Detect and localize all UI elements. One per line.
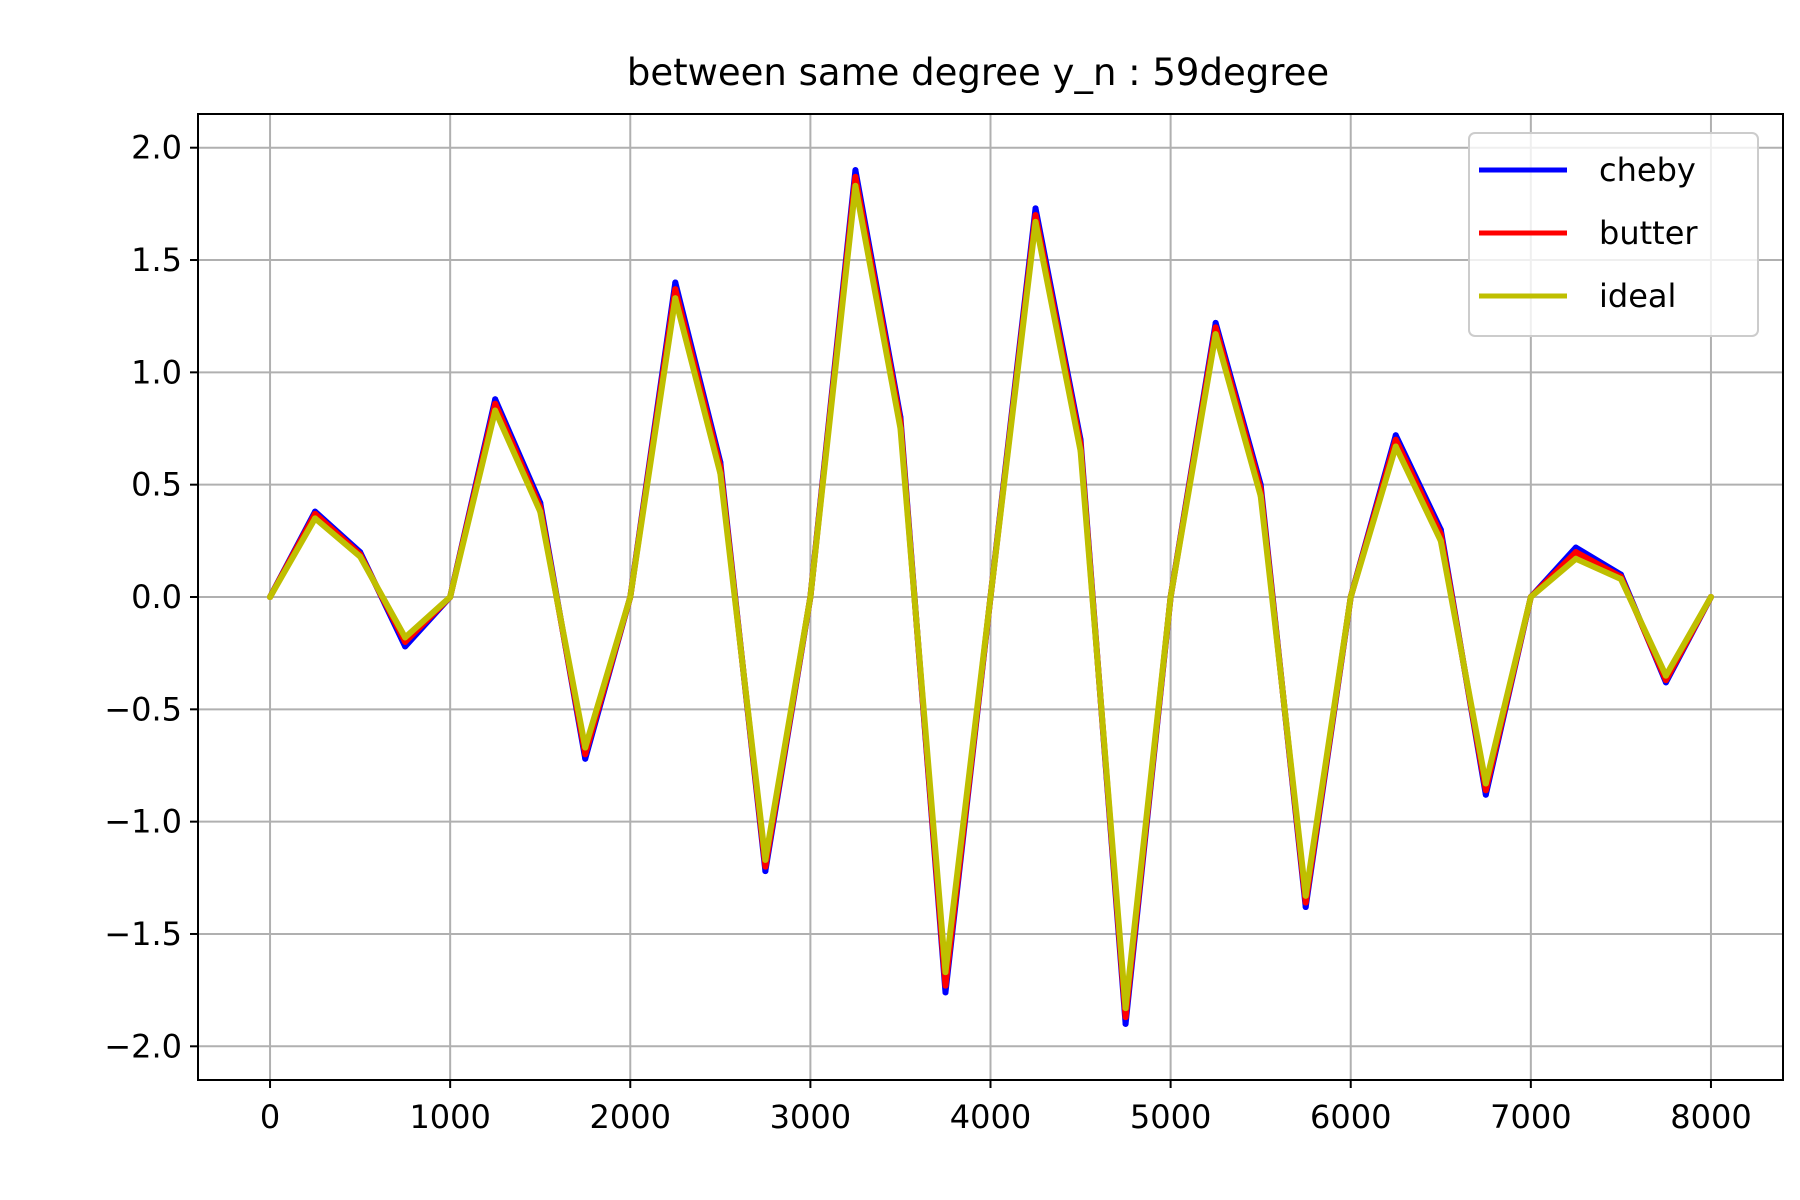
data-point-ideal [762,856,769,863]
data-point-cheby [762,868,769,875]
data-point-ideal [582,744,589,751]
data-point-cheby [492,396,499,403]
data-point-butter [942,982,949,989]
data-point-butter [1302,899,1309,906]
data-point-cheby [1032,205,1039,212]
y-tick-label: −2.0 [104,1027,182,1065]
y-axis-ticks: 2.0 1.5 1.0 0.5 0.0 −0.5 −1.0 −1.5 −2.0 [104,129,198,1065]
data-point-butter [1212,324,1219,331]
x-tick-label: 7000 [1490,1098,1571,1136]
data-point-ideal [1437,537,1444,544]
x-tick-label: 5000 [1130,1098,1211,1136]
data-point-ideal [1167,594,1174,600]
x-tick-label: 0 [260,1098,280,1136]
data-point-cheby [1302,904,1309,911]
data-point-ideal [1707,594,1714,600]
data-point-cheby [1122,1020,1129,1027]
series-lines [267,167,1714,1027]
data-point-butter [1572,549,1579,556]
y-tick-label: −1.0 [104,803,182,841]
data-point-ideal [1302,892,1309,899]
data-point-ideal [402,634,409,641]
data-point-ideal [627,594,634,600]
data-point-ideal [1527,594,1534,600]
data-point-cheby [402,643,409,650]
data-point-butter [492,400,499,407]
data-point-ideal [1482,780,1489,787]
y-tick-label: −1.5 [104,915,182,953]
legend-label-butter: butter [1599,214,1698,252]
y-tick-label: 1.5 [131,241,182,279]
data-point-ideal [1572,555,1579,562]
data-point-cheby [1392,432,1399,439]
data-point-cheby [582,755,589,762]
data-point-cheby [852,167,859,174]
data-point-ideal [312,515,319,522]
legend-box [1468,132,1759,337]
x-tick-label: 4000 [950,1098,1031,1136]
data-point-cheby [1212,319,1219,326]
x-tick-label: 1000 [409,1098,490,1136]
data-point-butter [1122,1014,1129,1021]
data-point-cheby [1482,791,1489,798]
data-point-ideal [537,508,544,515]
data-point-ideal [447,594,454,600]
data-point-butter [762,863,769,870]
data-point-cheby [672,279,679,286]
legend-label-cheby: cheby [1599,151,1696,189]
x-axis-ticks: 0 1000 2000 3000 4000 5000 6000 7000 8000 [260,1080,1752,1136]
data-point-ideal [1347,594,1354,600]
data-point-ideal [1257,492,1264,499]
legend-label-ideal: ideal [1599,277,1676,315]
data-point-butter [1032,212,1039,219]
data-point-butter [1392,436,1399,443]
data-point-ideal [717,470,724,477]
y-tick-label: −0.5 [104,690,182,728]
data-point-butter [402,638,409,645]
data-point-ideal [267,594,274,600]
y-tick-label: 1.0 [131,353,182,391]
data-point-ideal [1032,218,1039,225]
x-tick-label: 6000 [1310,1098,1391,1136]
data-point-ideal [807,594,814,600]
data-point-ideal [357,553,364,560]
data-point-butter [582,751,589,758]
data-point-ideal [897,425,904,432]
data-point-cheby [1572,544,1579,551]
data-point-cheby [942,989,949,996]
data-point-ideal [852,182,859,189]
y-tick-label: 0.0 [131,578,182,616]
data-point-ideal [1617,576,1624,583]
legend: cheby butter ideal [1468,132,1759,337]
data-point-ideal [492,407,499,414]
x-tick-label: 2000 [590,1098,671,1136]
data-point-butter [1482,787,1489,794]
data-point-butter [1662,677,1669,684]
chart-title: between same degree y_n : 59degree [627,51,1329,94]
data-point-ideal [1122,1005,1129,1012]
data-point-butter [312,510,319,517]
data-point-ideal [1212,331,1219,338]
data-point-ideal [942,969,949,976]
y-tick-label: 2.0 [131,129,182,167]
x-tick-label: 3000 [770,1098,851,1136]
y-tick-label: 0.5 [131,466,182,504]
data-point-ideal [1077,447,1084,454]
data-point-butter [672,286,679,293]
data-point-butter [852,173,859,180]
data-point-ideal [1392,443,1399,450]
data-point-ideal [1662,672,1669,679]
data-point-ideal [987,594,994,600]
x-tick-label: 8000 [1670,1098,1751,1136]
data-point-ideal [672,295,679,302]
